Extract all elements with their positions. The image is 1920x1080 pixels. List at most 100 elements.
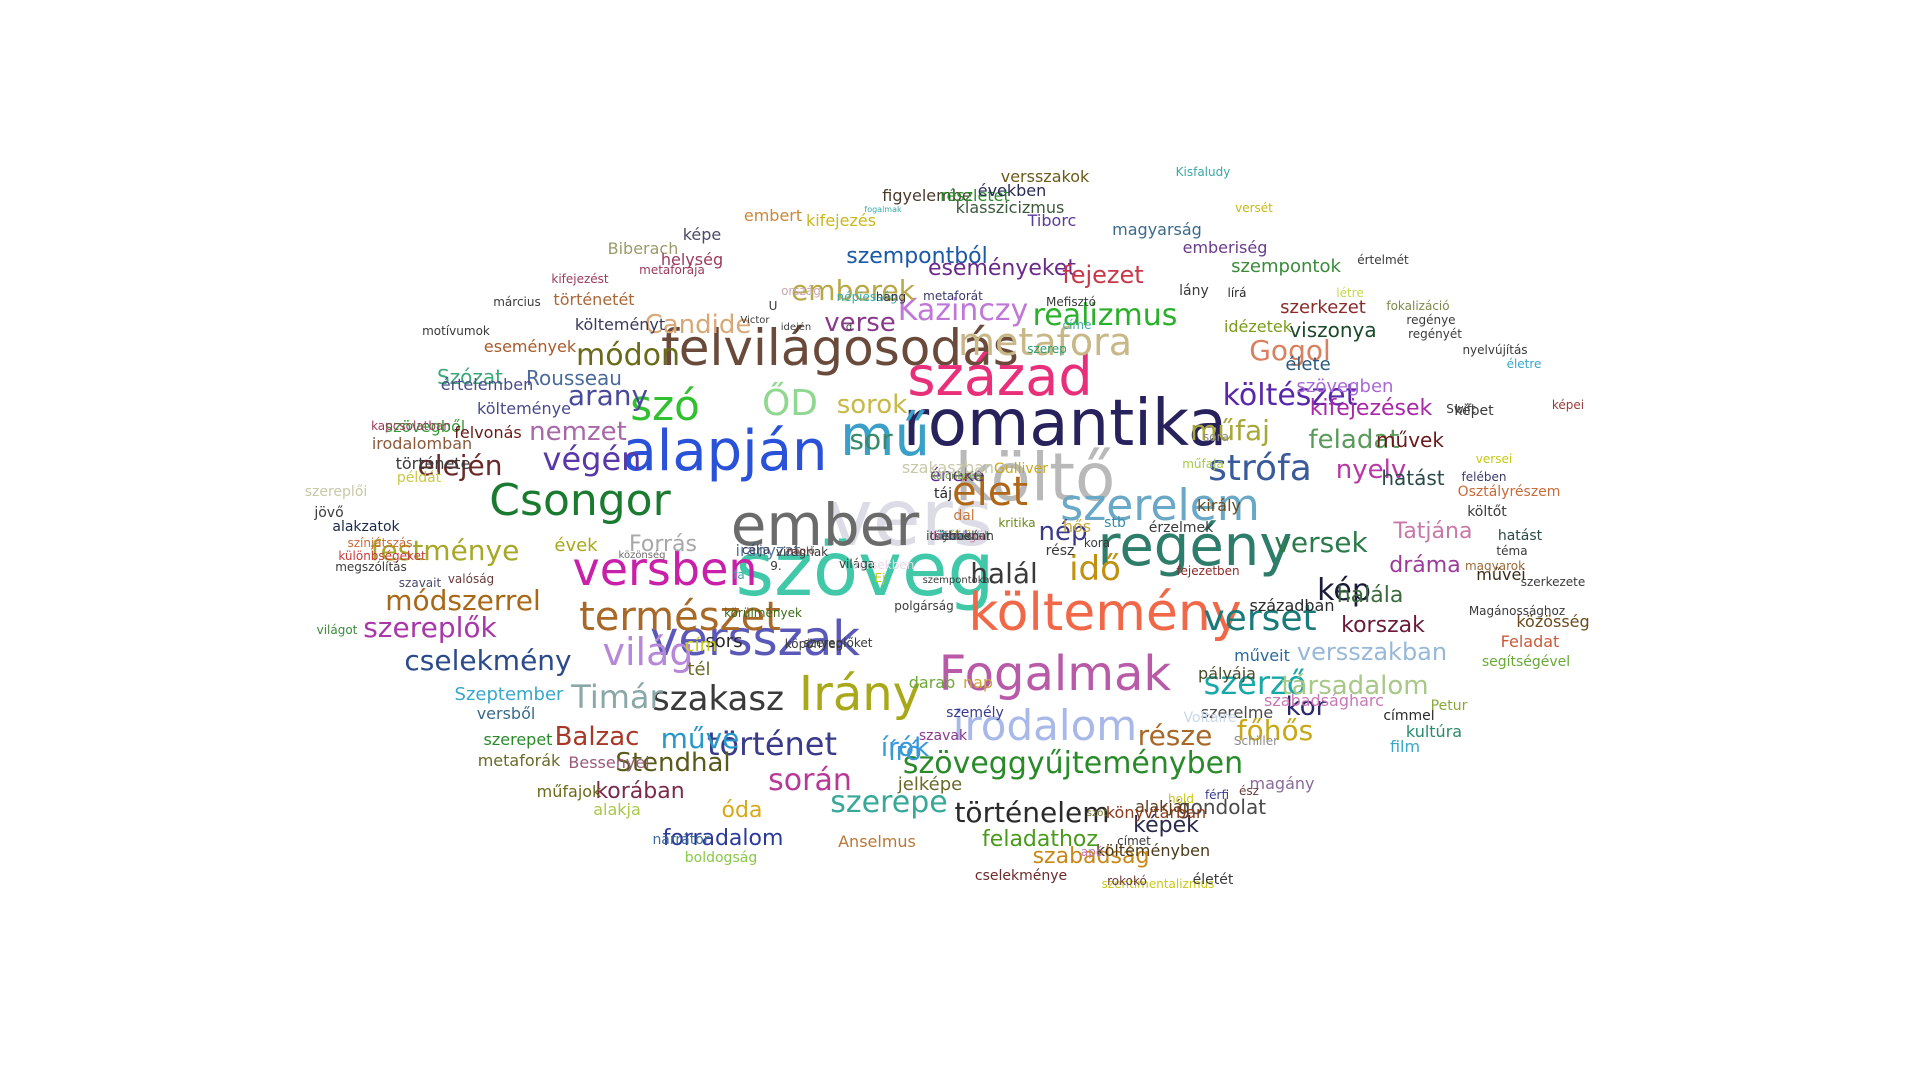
cloud-word: férfi (1205, 788, 1229, 802)
cloud-word: sors (705, 631, 742, 652)
cloud-word: kapcsolatban (371, 419, 451, 433)
cloud-word: polgárság (894, 599, 953, 613)
cloud-word: alakzatok (332, 519, 400, 535)
cloud-word: képek (1133, 813, 1199, 838)
cloud-word: költőt (1467, 504, 1507, 520)
cloud-word: emberek (791, 274, 916, 307)
cloud-word: virágnak (776, 545, 828, 559)
cloud-word: motívumok (422, 324, 490, 338)
cloud-word: cselekmény (404, 644, 571, 677)
cloud-word: halála (1337, 583, 1404, 608)
cloud-word: fejezet (1062, 261, 1143, 289)
cloud-word: nyelv (1336, 455, 1406, 485)
cloud-word: táj (934, 486, 952, 502)
cloud-word: Csongor (489, 475, 671, 526)
cloud-word: szakasz (652, 679, 784, 719)
cloud-word: Szózat (437, 365, 503, 389)
cloud-word: 9. (770, 559, 781, 573)
cloud-word: művek (1376, 428, 1444, 452)
cloud-word: versből (477, 704, 536, 723)
cloud-word: Magánossághoz (1469, 604, 1565, 618)
cloud-word: Voltaire (1184, 710, 1237, 726)
cloud-word: szabadságharc (1264, 691, 1384, 710)
cloud-word: idején (781, 321, 812, 333)
cloud-word: Tatjána (1393, 519, 1473, 544)
cloud-word: időszakban (926, 529, 994, 543)
cloud-word: költeménye (477, 399, 571, 418)
cloud-word: feleségül (933, 529, 988, 543)
cloud-word: képe (683, 225, 722, 244)
cloud-word: században (1250, 596, 1335, 615)
cloud-word: kifejezés (806, 211, 876, 230)
cloud-word: ebben (941, 529, 979, 543)
cloud-word: század (907, 345, 1092, 408)
cloud-word: része (1138, 719, 1213, 752)
cloud-word: sorok (837, 390, 908, 420)
cloud-word: idő (1069, 549, 1121, 589)
cloud-word: Stendhal (615, 748, 730, 778)
cloud-word: korában (595, 779, 684, 804)
cloud-word: ész (1239, 784, 1259, 798)
cloud-word: versszakok (1001, 167, 1090, 186)
cloud-word: világot (317, 623, 358, 637)
cloud-word: hatást (1381, 466, 1444, 490)
cloud-word: romantika (903, 387, 1227, 461)
cloud-word: metaforák (478, 751, 561, 770)
cloud-word: jelképe (897, 774, 962, 795)
cloud-word: kultúra (1406, 722, 1462, 741)
cloud-word: magyarság (1112, 220, 1202, 239)
cloud-word: lány (1179, 283, 1209, 299)
cloud-word: költeményben (1096, 841, 1210, 860)
cloud-word: rokokó (1107, 874, 1147, 888)
cloud-word: szempontokat (923, 575, 994, 586)
cloud-word: sora (1203, 430, 1229, 444)
cloud-word: irodalomban (372, 434, 472, 453)
cloud-word: köpönyeg (785, 637, 844, 651)
cloud-word: Balzac (555, 722, 640, 752)
cloud-word: színjátszás (347, 536, 412, 550)
cloud-word: kifejezések (1310, 396, 1433, 421)
cloud-word: kritika (998, 516, 1035, 530)
cloud-word: szavak (919, 728, 968, 744)
cloud-word: gondolat (1178, 795, 1266, 819)
cloud-word: apó (1081, 845, 1103, 859)
cloud-word: története (396, 454, 471, 473)
cloud-word: hatást (1498, 528, 1543, 544)
cloud-word: ŐD (762, 382, 818, 424)
cloud-word: életét (1193, 872, 1234, 888)
cloud-word: helység (661, 250, 723, 269)
cloud-word: halál (970, 557, 1038, 590)
cloud-word: viszonya (1289, 318, 1376, 342)
cloud-word: verset (1203, 598, 1316, 639)
cloud-word: korszak (1341, 613, 1425, 638)
cloud-word: természet (579, 594, 781, 640)
cloud-word: kérdés (940, 529, 980, 543)
cloud-word: közösség (1516, 612, 1589, 631)
cloud-word: olvasó (941, 529, 980, 543)
cloud-word: narrátor (652, 832, 709, 848)
cloud-word: versei (1476, 452, 1512, 466)
cloud-word: pályája (1198, 664, 1256, 683)
cloud-word: művei (1476, 565, 1525, 584)
cloud-word: irányzat (736, 541, 801, 560)
cloud-word: Rousseau (526, 366, 622, 390)
cloud-word: képet (1454, 403, 1494, 419)
cloud-word: cím (685, 635, 717, 656)
cloud-word: nemzet (529, 417, 627, 447)
cloud-word: történelem (954, 796, 1109, 829)
cloud-word: hang (876, 290, 906, 304)
cloud-word: dráma (1389, 553, 1460, 578)
cloud-word: író (888, 737, 921, 767)
cloud-word: forradalom (663, 826, 784, 851)
cloud-word: szerkezete (1521, 575, 1586, 589)
cloud-word: versben (572, 542, 757, 596)
cloud-word: fa (733, 568, 745, 582)
cloud-word: során (768, 763, 852, 798)
cloud-word: társadalom (1281, 671, 1428, 701)
cloud-word: regényét (1408, 327, 1462, 341)
cloud-word: költemény (968, 583, 1241, 643)
cloud-word: szövegben (1297, 376, 1394, 397)
cloud-word: hold (1168, 792, 1194, 806)
cloud-word: figyelembe (882, 186, 971, 205)
